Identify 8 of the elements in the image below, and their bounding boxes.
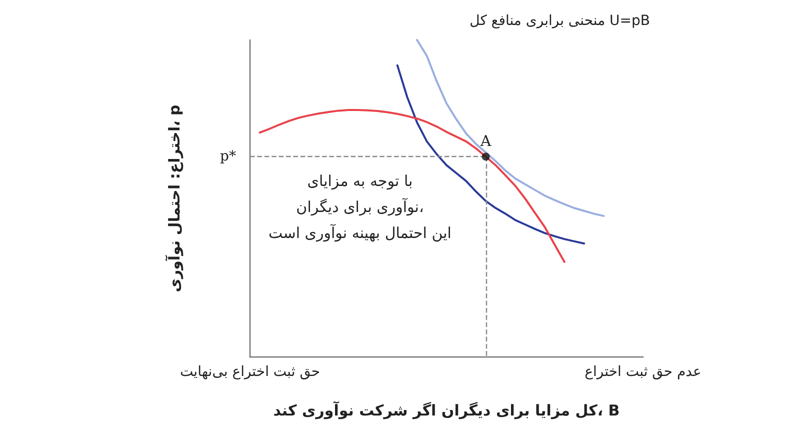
x-tick-label: حق ثبت اختراع بی‌نهایت	[180, 364, 320, 380]
x-axis-title: کل مزایا برای دیگران اگر شرکت نوآوری کند، B	[273, 400, 620, 420]
annotation: A	[479, 132, 492, 150]
x-tick-label: عدم حق ثبت اختراع	[584, 364, 702, 380]
text: منحنی برابری منافع کل U=pB	[470, 13, 650, 29]
annotation: با توجه به مزایای نوآوری برای دیگران، این احتمال بهینه نوآوری است	[268, 172, 452, 242]
y-axis-title: اختراع: احتمال نوآوری، p	[164, 104, 184, 292]
ref-line-label: p*	[220, 148, 236, 165]
